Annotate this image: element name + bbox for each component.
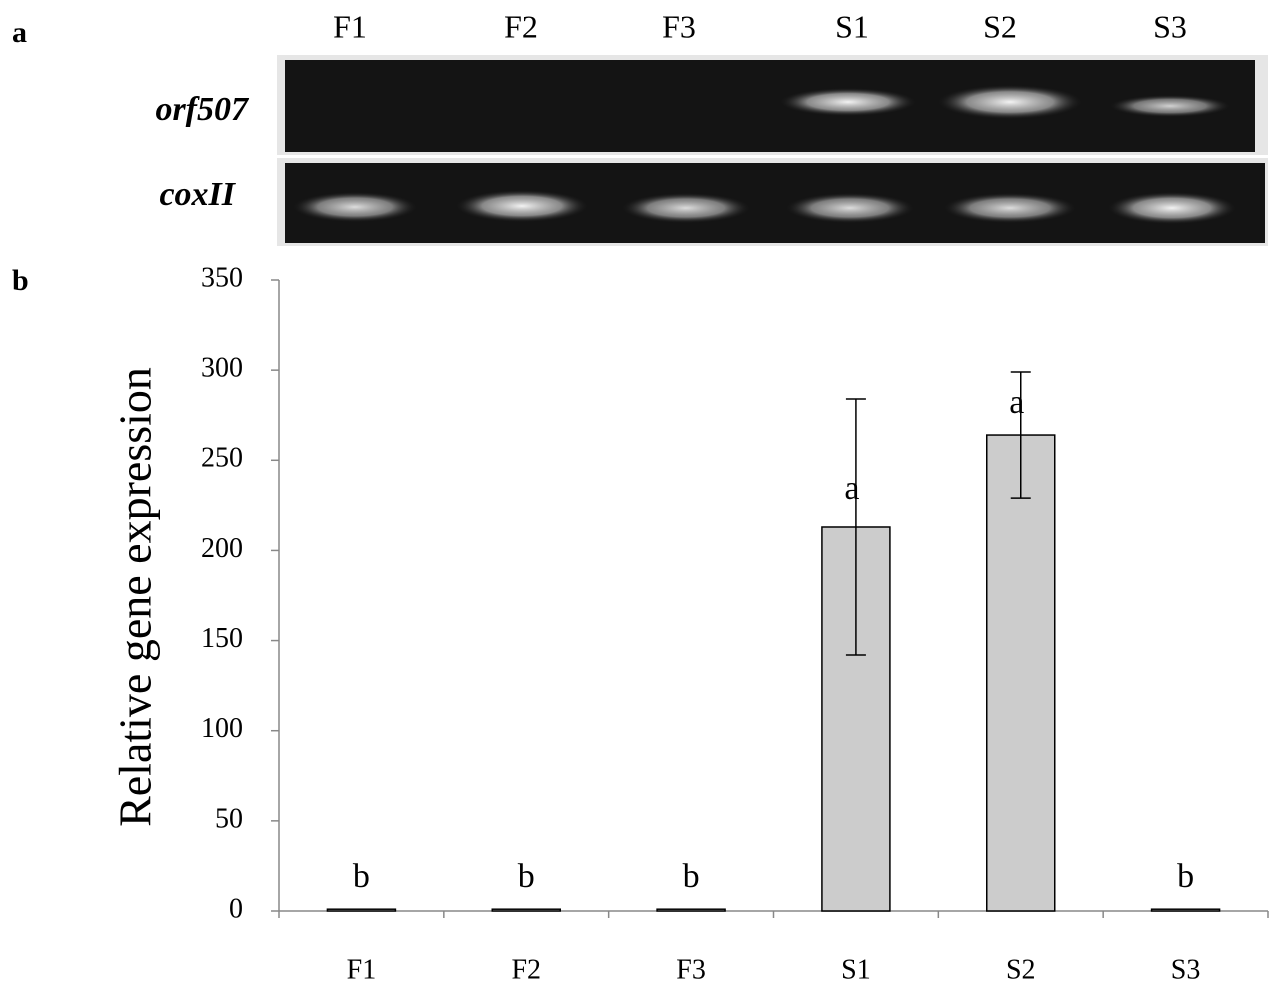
gel-band (1108, 192, 1236, 224)
gel-lane-label: S1 (835, 8, 869, 44)
error-bar (1010, 371, 1031, 499)
gel-lane-label: F3 (662, 8, 696, 44)
significance-label: b (683, 858, 700, 895)
gel-band (780, 88, 916, 116)
significance-label: a (844, 470, 859, 507)
y-tick-label: 350 (201, 262, 243, 293)
y-axis-title: Relative gene expression (110, 367, 161, 827)
gel-lane-label: S3 (1153, 8, 1187, 44)
gel-lane-row (285, 163, 1265, 243)
gel-band (944, 193, 1076, 223)
gel (277, 55, 1268, 246)
significance-label: a (1009, 384, 1024, 421)
bar (326, 908, 397, 912)
y-tick-label: 300 (201, 353, 243, 384)
panel-label: a (12, 16, 27, 49)
x-tick-label: F1 (347, 954, 377, 985)
y-tick-label: 0 (229, 893, 243, 924)
significance-label: b (353, 858, 370, 895)
gel-band (1110, 95, 1230, 117)
bar (491, 908, 561, 912)
y-tick-label: 200 (201, 533, 243, 564)
gel-lane-label: F1 (333, 8, 367, 44)
x-tick-label: F2 (511, 954, 541, 985)
gel-band (938, 85, 1082, 119)
gel-band (786, 193, 914, 223)
x-tick-label: S1 (841, 954, 871, 985)
gel-lane-label: F2 (504, 8, 538, 44)
y-tick-label: 50 (215, 803, 243, 834)
y-tick-label: 150 (201, 623, 243, 654)
x-tick-label: F3 (676, 954, 706, 985)
significance-label: b (518, 858, 535, 895)
gel-row-label: coxII (159, 176, 236, 213)
panel-label: b (12, 264, 29, 297)
error-bar (845, 398, 866, 656)
bar (1150, 908, 1221, 912)
x-tick-label: S2 (1006, 954, 1036, 985)
gel-row-label: orf507 (155, 91, 250, 128)
y-tick-label: 250 (201, 443, 243, 474)
x-tick-label: S3 (1171, 954, 1201, 985)
gel-lane-label: S2 (983, 8, 1017, 44)
bar (656, 908, 726, 912)
y-tick-label: 100 (201, 713, 243, 744)
bar (986, 434, 1056, 912)
gel-band (456, 190, 588, 222)
gel-band (293, 192, 417, 222)
gel-lane-row (285, 60, 1255, 152)
gel-band (622, 193, 750, 223)
significance-label: b (1177, 858, 1194, 895)
